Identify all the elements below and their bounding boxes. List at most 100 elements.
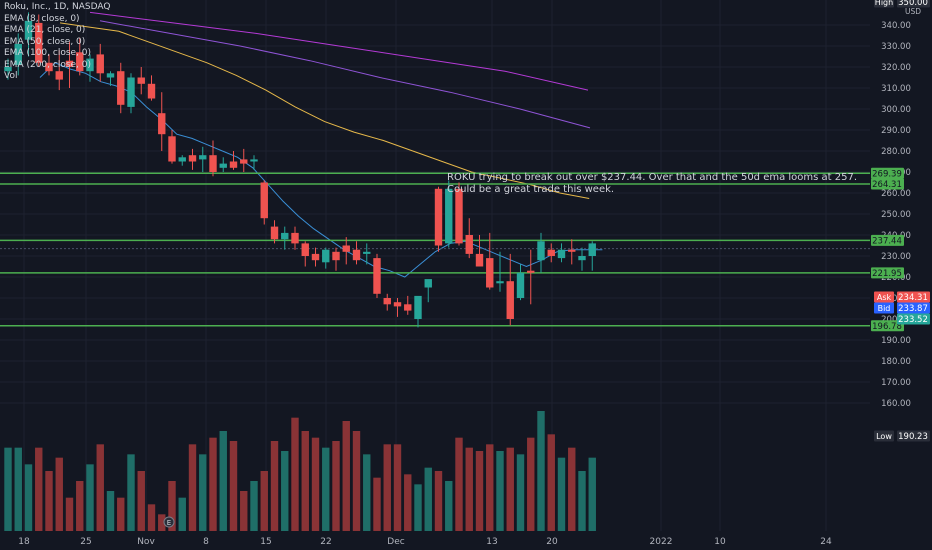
candle-body: [86, 58, 94, 72]
legend-ema50[interactable]: EMA (50, close, 0): [4, 36, 86, 47]
candle-body: [588, 243, 596, 256]
candle-body: [14, 43, 22, 65]
candle-body: [117, 71, 125, 105]
high-value: 350.00: [898, 0, 928, 8]
candle-body: [547, 249, 555, 256]
candle-body: [301, 243, 309, 256]
candle-body: [404, 304, 412, 311]
trade-note-line-1: ROKU trying to break out over $237.44. O…: [447, 172, 858, 183]
price-tick-label: 190.00: [881, 336, 911, 346]
candle-body: [568, 249, 576, 252]
price-tick-label: 180.00: [881, 357, 911, 367]
price-tick-label: 230.00: [881, 252, 911, 262]
candle-body: [229, 161, 238, 168]
level-tag-label: 237.44: [872, 236, 902, 246]
candle-body: [465, 235, 473, 254]
ema50-line: [59, 22, 590, 199]
candle-body: [178, 157, 186, 162]
volume-bar: [35, 447, 43, 531]
time-tick-label: 10: [714, 537, 726, 547]
volume-bar: [568, 447, 576, 531]
symbol-title: Roku, Inc., 1D, NASDAQ: [4, 2, 111, 12]
volume-bar: [424, 467, 432, 531]
candle-body: [455, 188, 463, 244]
volume-bar: [342, 421, 350, 531]
legend-ema100[interactable]: EMA (100, close, 0): [4, 48, 92, 58]
price-tick-label: 280.00: [881, 147, 911, 157]
bid-value: 233.87: [898, 304, 928, 314]
ask-value: 234.31: [898, 293, 928, 303]
level-tag-label: 269.39: [872, 169, 902, 179]
high-tag: [874, 0, 894, 8]
level-tag-label: 221.95: [872, 269, 902, 279]
candle-body: [127, 77, 135, 107]
low-tag: [874, 430, 894, 442]
candle-body: [4, 67, 12, 72]
volume-bar: [229, 441, 238, 531]
candle-body: [35, 22, 43, 63]
volume-bar: [106, 491, 115, 531]
candle-body: [363, 251, 371, 254]
candle-body: [537, 241, 545, 261]
candle-body: [137, 77, 145, 84]
legend-ema200[interactable]: EMA (200, close, 0): [4, 59, 92, 70]
volume-bar: [219, 431, 227, 531]
candle-body: [414, 295, 422, 319]
level-tag: [871, 320, 904, 332]
candle-body: [445, 188, 453, 244]
candle-body: [383, 298, 391, 305]
volume-bar: [311, 437, 320, 531]
volume-bar: [209, 437, 217, 531]
volume-bar: [537, 411, 545, 531]
volume-bar: [250, 481, 258, 531]
low-value-box: [897, 430, 930, 442]
candle-body: [45, 62, 53, 72]
volume-bar: [24, 464, 33, 531]
legend: Roku, Inc., 1D, NASDAQ EMA (8, close, 0)…: [4, 2, 110, 83]
candle-body: [373, 258, 381, 294]
level-tag-label: 196.78: [872, 322, 902, 332]
earnings-marker: [163, 516, 175, 528]
time-tick-label: 25: [80, 537, 91, 547]
ask-tag: [874, 291, 894, 303]
candle-body: [486, 258, 494, 288]
volume-bar: [86, 464, 94, 531]
volume-bar: [291, 417, 299, 531]
volume-bar: [414, 484, 422, 531]
legend-ema21[interactable]: EMA (21, close, 0): [4, 25, 86, 35]
volume-bar: [527, 437, 535, 531]
time-tick-label: 15: [260, 537, 271, 547]
volume-bar: [96, 444, 104, 531]
volume-bar: [404, 474, 412, 531]
volume-bar: [45, 471, 53, 531]
candle-body: [332, 251, 340, 261]
legend-volume[interactable]: Vol: [4, 71, 18, 81]
volume-bar: [240, 491, 248, 531]
candle-body: [291, 232, 299, 244]
time-tick-label: 2022: [650, 537, 673, 547]
volume-bar: [168, 481, 176, 531]
candle-body: [434, 188, 443, 246]
level-tag: [871, 178, 904, 190]
candle-body: [219, 163, 227, 168]
candle-body: [158, 113, 166, 135]
candle-body: [147, 83, 156, 99]
low-value: 190.23: [898, 432, 928, 442]
candle-body: [250, 159, 258, 162]
candle-body: [506, 281, 514, 319]
candle-body: [322, 249, 330, 263]
time-tick-label: 8: [203, 537, 209, 547]
volume-bar: [127, 454, 135, 531]
ema100-line: [99, 20, 591, 129]
candle-body: [270, 226, 279, 240]
volume-bar: [393, 444, 402, 531]
legend-ema8[interactable]: EMA (8, close, 0): [4, 13, 80, 24]
volume-bar: [496, 451, 504, 531]
level-tag: [871, 167, 904, 179]
time-tick-label: Dec: [387, 537, 404, 547]
volume-bar: [332, 441, 340, 531]
time-tick-label: 24: [820, 537, 832, 547]
volume-bar: [199, 454, 207, 531]
volume-bar: [76, 481, 84, 531]
